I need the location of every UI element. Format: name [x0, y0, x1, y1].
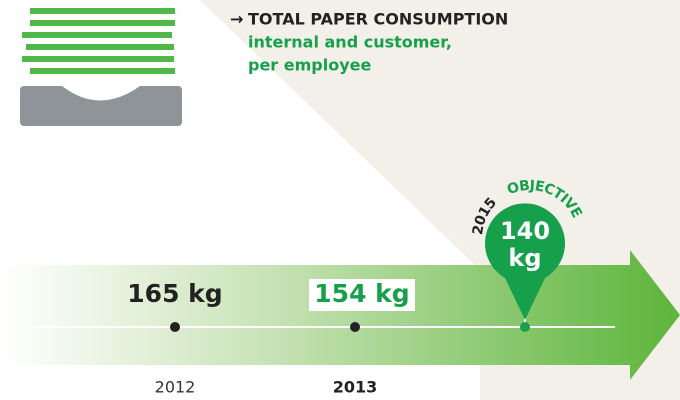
year-label: 2013	[333, 378, 378, 397]
objective-pin	[485, 203, 565, 320]
title: TOTAL PAPER CONSUMPTION	[248, 10, 508, 29]
year-label: 2012	[155, 378, 196, 397]
paper-icon	[20, 8, 182, 126]
value-box	[309, 279, 415, 311]
timeline-arrow	[0, 250, 680, 380]
timeline-dot	[170, 322, 180, 332]
value-label: 165 kg	[127, 279, 222, 308]
value-label: 154 kg	[314, 279, 409, 308]
subtitle: internal and customer,	[248, 33, 452, 52]
timeline-dot	[520, 322, 530, 332]
arrow-glyph: →	[230, 10, 243, 29]
objective-value: 140	[500, 217, 550, 245]
timeline-dot	[350, 322, 360, 332]
subtitle: per employee	[248, 56, 372, 75]
objective-unit: kg	[508, 244, 541, 272]
